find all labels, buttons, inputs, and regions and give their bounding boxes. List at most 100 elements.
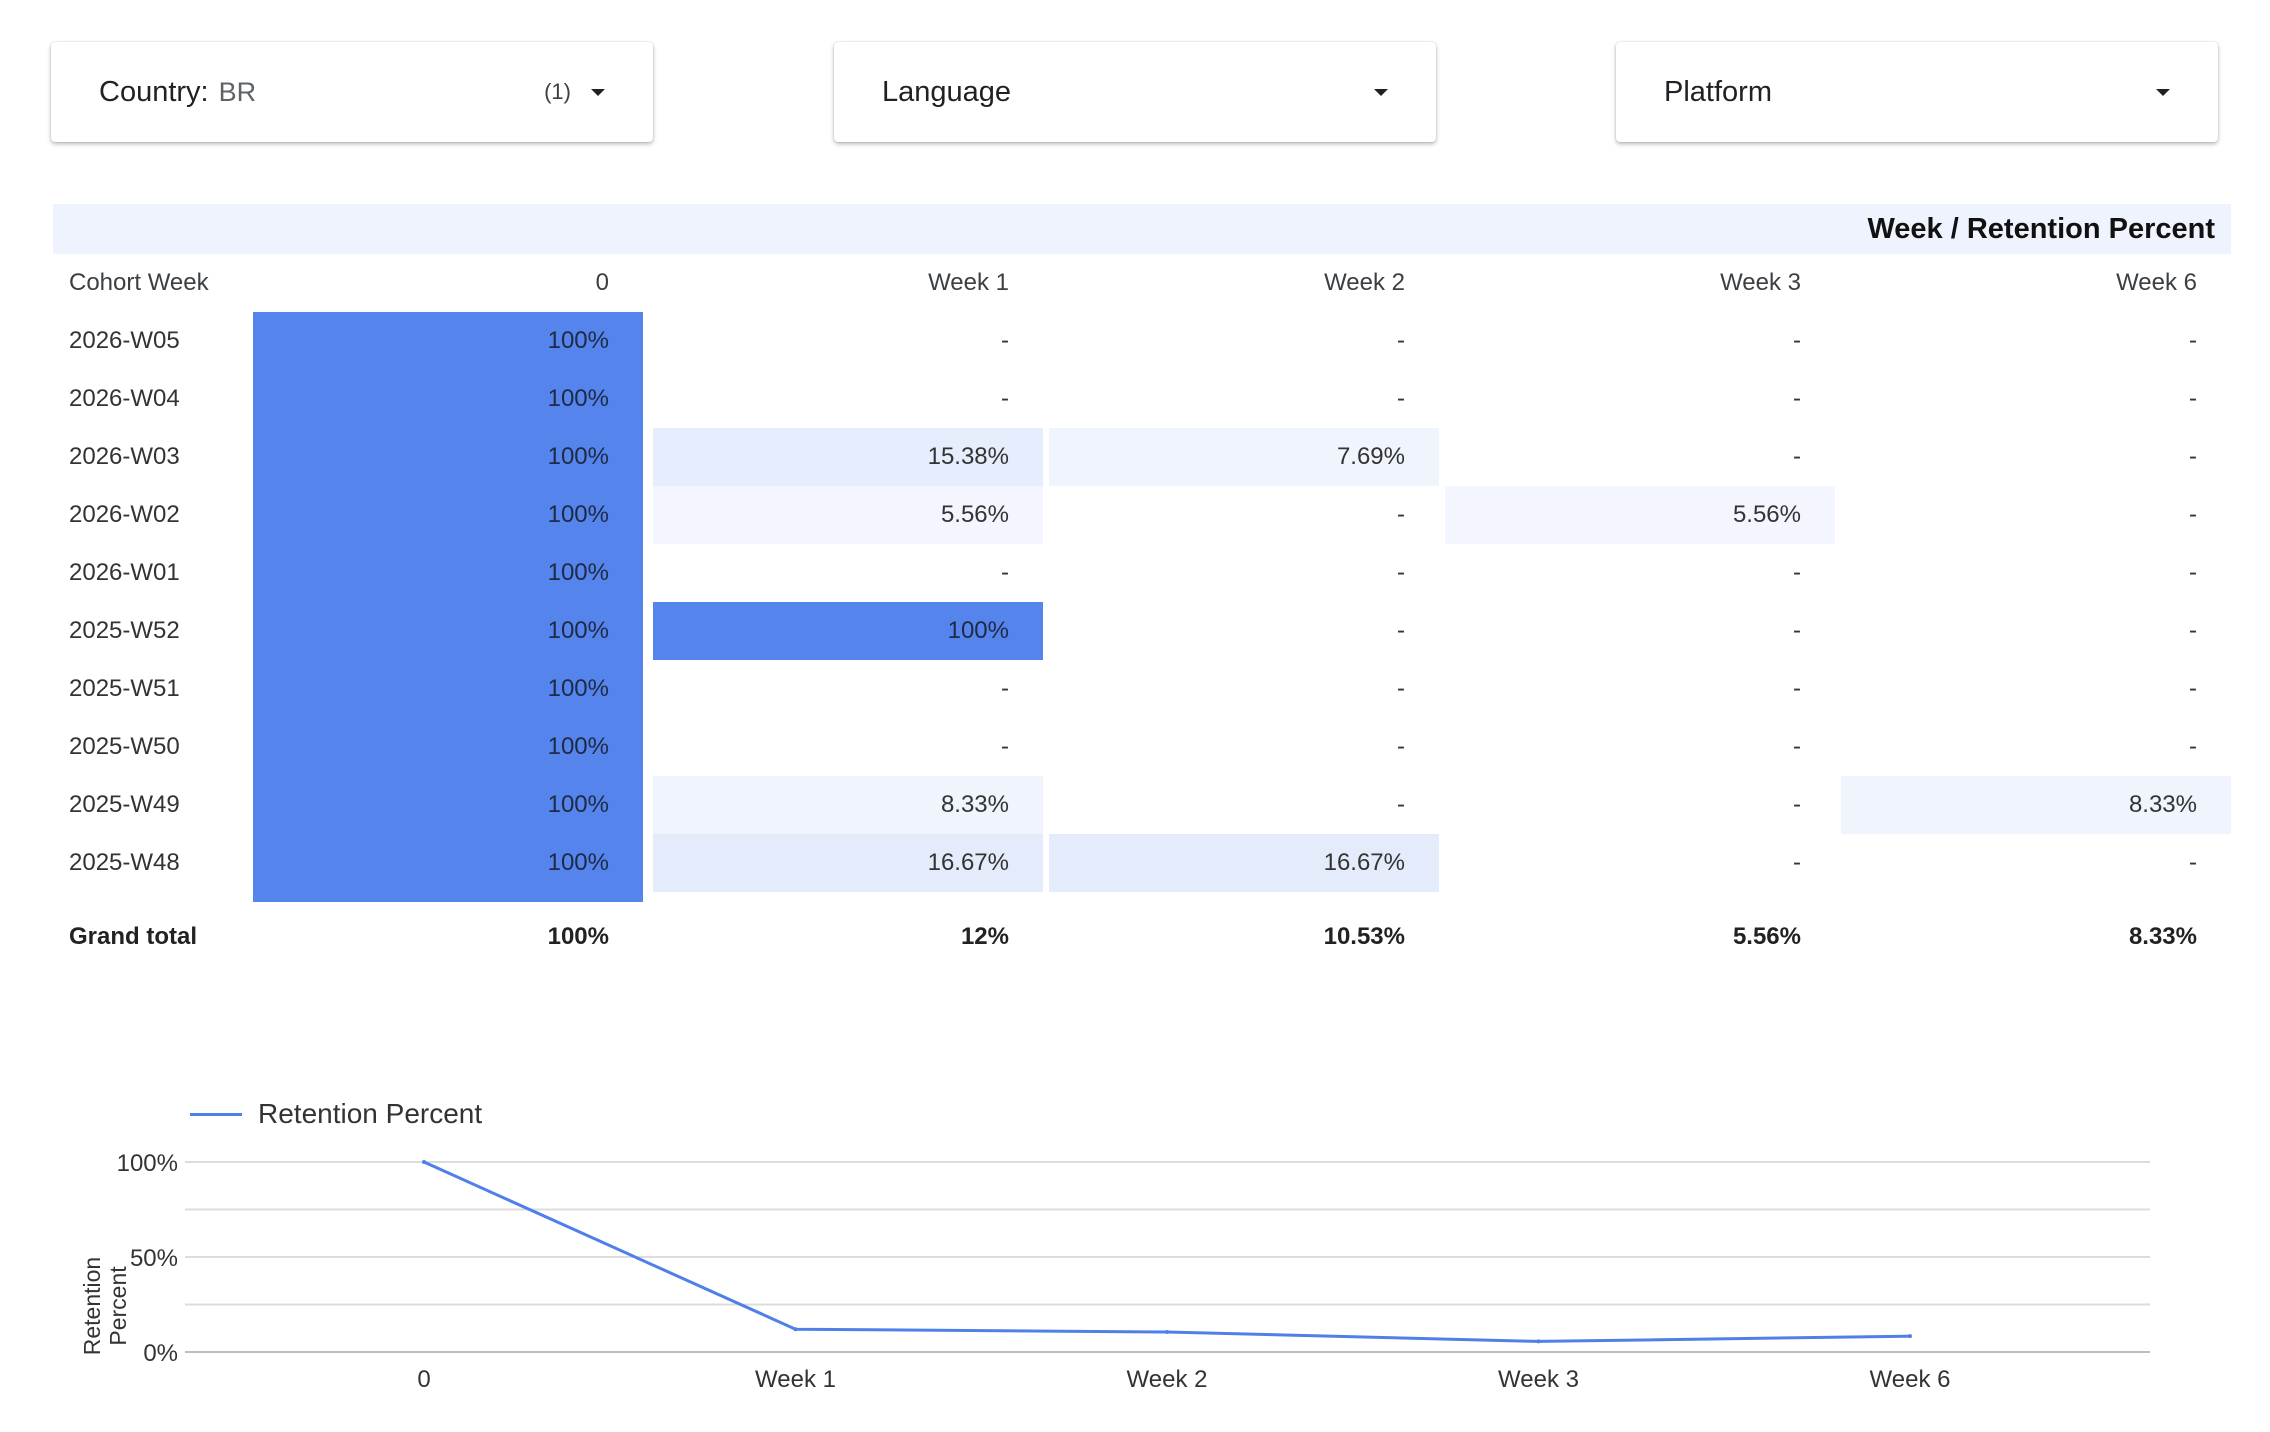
chart-legend[interactable]: Retention Percent <box>190 1098 482 1130</box>
table-row-cell-0: 100% <box>253 312 643 370</box>
table-row-cell-2: - <box>1397 385 1405 412</box>
country-filter[interactable]: Country: BR (1) <box>51 42 653 142</box>
table-row: 2026-W02 100% 5.56% -5.56% - <box>53 486 2231 544</box>
country-filter-value: BR <box>218 76 257 107</box>
platform-filter-label: Platform <box>1664 75 1772 108</box>
y-tick-label: 50% <box>130 1245 178 1272</box>
table-row: 2025-W48 100% 16.67% 16.67% - - <box>53 834 2231 892</box>
pivot-title: Week / Retention Percent <box>53 204 2231 254</box>
table-row-cell-0: 100% <box>253 834 643 892</box>
grand-total-row-cell-1: 12% <box>960 923 1009 950</box>
country-filter-count: (1) <box>544 79 571 104</box>
table-row-cell-3: - <box>1793 559 1801 586</box>
column-header-3[interactable]: Week 3 <box>1720 269 1801 296</box>
table-row-cell-2: - <box>1397 617 1405 644</box>
column-header-4[interactable]: Week 6 <box>2116 269 2197 296</box>
chart-plot: 100% 50% 0% 0 Week 1 Week 2 Week 3 Week 6 <box>117 1150 2150 1393</box>
data-point <box>793 1327 798 1332</box>
language-filter-label: Language <box>882 75 1012 108</box>
table-row-cell-3: - <box>1793 617 1801 644</box>
table-row-cell-1: - <box>1001 675 1009 702</box>
table-row-cell-1: - <box>1001 733 1009 760</box>
table-row-cell-2: - <box>1397 675 1405 702</box>
data-point <box>1536 1339 1541 1344</box>
table-row-cell-1: 5.56% <box>653 486 1043 544</box>
table-row-cell-0: 100% <box>253 486 643 544</box>
table-row-cell-4: - <box>2189 617 2197 644</box>
table-row-cell-2: 7.69% <box>1049 428 1439 486</box>
grand-total-row-cell-2: 10.53% <box>1323 923 1405 950</box>
table-row-label: 2026-W03 <box>69 443 180 470</box>
country-filter-label: Country <box>99 75 201 108</box>
table-row-cell-4: - <box>2189 559 2197 586</box>
column-header-1[interactable]: Week 1 <box>928 269 1009 296</box>
grand-total-row-cell-4: 8.33% <box>2128 923 2197 950</box>
table-row-cell-0: 100% <box>253 718 643 776</box>
x-tick-label: Week 2 <box>1127 1366 1208 1393</box>
table-row-cell-2: - <box>1397 791 1405 818</box>
column-header-0[interactable]: 0 <box>595 269 609 296</box>
grand-total-row-cell-3: 5.56% <box>1732 923 1801 950</box>
table-row-cell-4: - <box>2189 327 2197 354</box>
table-row-cell-1: 16.67% <box>653 834 1043 892</box>
table-row: 2025-W50 100% - - - - <box>53 718 2231 776</box>
legend-label: Retention Percent <box>258 1098 483 1129</box>
table-row-cell-0: 100% <box>253 370 643 428</box>
table-row-cell-2: - <box>1397 327 1405 354</box>
table-row-cell-1: 15.38% <box>653 428 1043 486</box>
table-row-label: 2026-W01 <box>69 559 180 586</box>
table-row-cell-3: - <box>1793 385 1801 412</box>
data-point <box>1165 1329 1169 1334</box>
table-row: 2025-W51 100% - - - - <box>53 660 2231 718</box>
x-tick-label: Week 1 <box>755 1366 836 1393</box>
legend-swatch <box>190 1112 242 1116</box>
data-point <box>1908 1334 1912 1339</box>
x-tick-label: Week 3 <box>1498 1366 1579 1393</box>
table-row-cell-4: - <box>2189 501 2197 528</box>
chevron-down-icon[interactable] <box>1374 88 1388 96</box>
table-row-label: 2025-W52 <box>69 617 180 644</box>
grand-total-row: Grand total 100% 12% 10.53% 5.56% 8.33% <box>53 908 2231 966</box>
table-row-cell-1: 100% <box>653 602 1043 660</box>
table-row-cell-4: - <box>2189 733 2197 760</box>
x-tick-label: Week 6 <box>1870 1366 1951 1393</box>
series-line <box>423 1160 1911 1343</box>
platform-filter[interactable]: Platform <box>1616 42 2218 142</box>
table-row-cell-1: 8.33% <box>653 776 1043 834</box>
table-row-cell-2: - <box>1397 501 1405 528</box>
table-row-label: 2025-W49 <box>69 791 180 818</box>
table-row-label: 2026-W04 <box>69 385 180 412</box>
data-point <box>422 1160 426 1164</box>
grand-total-row-cell-0: 100% <box>547 923 609 950</box>
table-row-cell-1: - <box>1001 559 1009 586</box>
table-row-cell-2: - <box>1397 559 1405 586</box>
retention-pivot-table: Week / Retention Percent Cohort Week 0 Wee… <box>53 204 2231 966</box>
table-row: 2025-W49 100% 8.33% - -8.33% <box>53 776 2231 834</box>
table-row: 2025-W52 100% 100% - - - <box>53 602 2231 660</box>
x-tick-label: 0 <box>417 1366 430 1393</box>
table-row-label: 2026-W02 <box>69 501 180 528</box>
table-row: 2026-W04 100% - - - - <box>53 370 2231 428</box>
column-header-2[interactable]: Week 2 <box>1324 269 1405 296</box>
table-row-cell-4: - <box>2189 385 2197 412</box>
table-row-cell-1: - <box>1001 327 1009 354</box>
table-row-cell-2: - <box>1397 733 1405 760</box>
table-row-cell-4: - <box>2189 443 2197 470</box>
table-row-cell-3: - <box>1793 791 1801 818</box>
language-filter[interactable]: Language <box>834 42 1436 142</box>
y-tick-label: 0% <box>143 1340 178 1367</box>
table-row: 2026-W05 100% - - - - <box>53 312 2231 370</box>
column-header-row: Cohort Week 0 Week 1 Week 2 Week 3 Week 6 <box>53 254 2231 312</box>
table-row-cell-3: 5.56% <box>1445 486 1835 544</box>
chevron-down-icon[interactable] <box>591 88 605 96</box>
table-row-cell-3: - <box>1793 675 1801 702</box>
table-row-cell-3: - <box>1793 327 1801 354</box>
table-row-label: 2026-W05 <box>69 327 180 354</box>
table-row-cell-0: 100% <box>253 428 643 486</box>
table-row-cell-0: 100% <box>253 602 643 660</box>
table-row-cell-3: - <box>1793 733 1801 760</box>
chevron-down-icon[interactable] <box>2156 88 2170 96</box>
table-row-cell-0: 100% <box>253 660 643 718</box>
table-row-cell-1: - <box>1001 385 1009 412</box>
table-row-cell-4: - <box>2189 675 2197 702</box>
